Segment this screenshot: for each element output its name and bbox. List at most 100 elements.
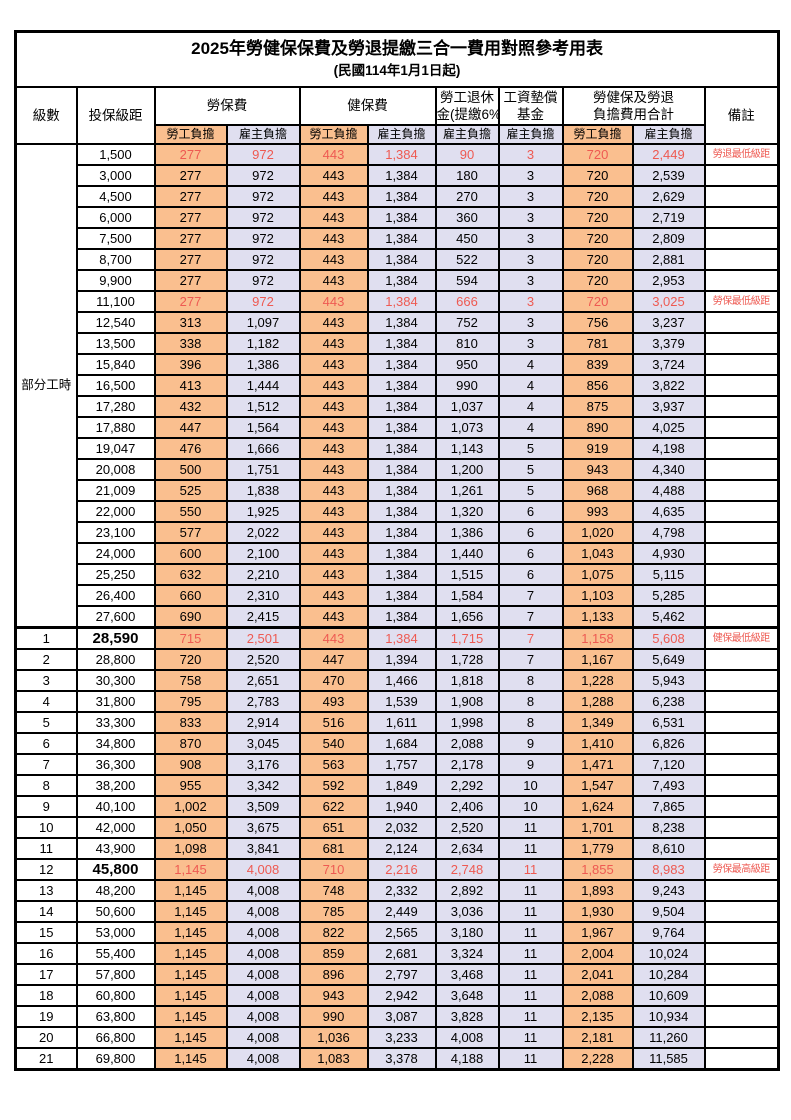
cell-total-employer: 2,719 (631, 205, 706, 229)
cell-wage-fund-employer: 6 (497, 562, 564, 586)
cell-labor-employee: 632 (153, 562, 228, 586)
cell-insured-bracket: 57,800 (75, 962, 156, 986)
cell-wage-fund-employer: 11 (497, 899, 564, 923)
cell-total-employee: 1,075 (561, 562, 634, 586)
cell-insured-bracket: 34,800 (75, 731, 156, 755)
cell-insured-bracket: 6,000 (75, 205, 156, 229)
table-row: 20 66,800 1,145 4,008 1,036 3,233 4,008 11 2,181… (14, 1025, 780, 1049)
cell-health-employee: 443 (298, 625, 369, 650)
cell-insured-bracket: 40,100 (75, 794, 156, 818)
cell-health-employer: 2,449 (366, 899, 437, 923)
subheader-health-employer: 雇主負擔 (366, 123, 437, 145)
cell-remark (703, 647, 780, 671)
cell-pension-employer: 1,261 (434, 478, 500, 502)
cell-labor-employer: 972 (225, 142, 301, 166)
cell-remark (703, 604, 780, 628)
cell-insured-bracket: 66,800 (75, 1025, 156, 1049)
cell-insured-bracket: 13,500 (75, 331, 156, 355)
cell-health-employee: 447 (298, 647, 369, 671)
cell-total-employer: 7,865 (631, 794, 706, 818)
header-pension-line2: 金(提繳6%) (436, 106, 497, 122)
cell-wage-fund-employer: 5 (497, 478, 564, 502)
cell-pension-employer: 1,818 (434, 668, 500, 692)
cell-total-employee: 1,228 (561, 668, 634, 692)
cell-wage-fund-employer: 3 (497, 226, 564, 250)
cell-labor-employer: 972 (225, 268, 301, 292)
cell-wage-fund-employer: 5 (497, 436, 564, 460)
cell-health-employee: 443 (298, 268, 369, 292)
cell-pension-employer: 2,634 (434, 836, 500, 860)
cell-wage-fund-employer: 11 (497, 941, 564, 965)
cell-labor-employer: 1,925 (225, 499, 301, 523)
cell-wage-fund-employer: 3 (497, 184, 564, 208)
cell-insured-bracket: 69,800 (75, 1046, 156, 1070)
cell-wage-fund-employer: 8 (497, 689, 564, 713)
cell-total-employer: 11,260 (631, 1025, 706, 1049)
table-row: 4,500 277 972 443 1,384 270 3 720 2,629 (16, 184, 780, 208)
cell-health-employer: 1,384 (366, 436, 437, 460)
subheader-labor-employee: 勞工負擔 (153, 123, 228, 145)
cell-health-employer: 1,684 (366, 731, 437, 755)
cell-health-employee: 443 (298, 499, 369, 523)
cell-pension-employer: 2,892 (434, 878, 500, 902)
table-row: 15 53,000 1,145 4,008 822 2,565 3,180 11 1,967 9,… (14, 920, 780, 944)
cell-total-employee: 1,288 (561, 689, 634, 713)
cell-health-employer: 1,384 (366, 394, 437, 418)
header-bracket: 投保級距 (75, 85, 156, 145)
cell-insured-bracket: 48,200 (75, 878, 156, 902)
cell-total-employee: 720 (561, 289, 634, 313)
cell-health-employer: 1,384 (366, 205, 437, 229)
table-row: 12,540 313 1,097 443 1,384 752 3 756 3,237 (16, 310, 780, 334)
cell-total-employee: 1,349 (561, 710, 634, 734)
cell-labor-employee: 690 (153, 604, 228, 628)
cell-pension-employer: 666 (434, 289, 500, 313)
cell-wage-fund-employer: 11 (497, 815, 564, 839)
cell-labor-employee: 413 (153, 373, 228, 397)
cell-health-employer: 1,611 (366, 710, 437, 734)
cell-level: 8 (14, 773, 78, 797)
cell-total-employer: 2,629 (631, 184, 706, 208)
cell-labor-employee: 600 (153, 541, 228, 565)
cell-labor-employee: 720 (153, 647, 228, 671)
cell-remark (703, 268, 780, 292)
cell-labor-employer: 972 (225, 289, 301, 313)
cell-labor-employee: 1,145 (153, 962, 228, 986)
cell-health-employer: 1,384 (366, 268, 437, 292)
cell-labor-employer: 1,751 (225, 457, 301, 481)
cell-wage-fund-employer: 6 (497, 499, 564, 523)
cell-level: 17 (14, 962, 78, 986)
header-labor-insurance: 勞保費 (153, 85, 301, 126)
header-total: 勞健保及勞退 負擔費用合計 (561, 85, 706, 126)
cell-pension-employer: 2,292 (434, 773, 500, 797)
cell-health-employer: 1,384 (366, 604, 437, 628)
cell-health-employer: 1,849 (366, 773, 437, 797)
cell-total-employer: 2,953 (631, 268, 706, 292)
cell-pension-employer: 1,656 (434, 604, 500, 628)
cell-insured-bracket: 15,840 (75, 352, 156, 376)
cell-total-employer: 6,826 (631, 731, 706, 755)
cell-health-employee: 443 (298, 142, 369, 166)
cell-total-employer: 5,608 (631, 625, 706, 650)
cell-insured-bracket: 20,008 (75, 457, 156, 481)
cell-total-employee: 2,004 (561, 941, 634, 965)
cell-labor-employer: 2,783 (225, 689, 301, 713)
cell-labor-employee: 277 (153, 184, 228, 208)
cell-labor-employer: 4,008 (225, 962, 301, 986)
cell-total-employer: 5,462 (631, 604, 706, 628)
cell-pension-employer: 1,584 (434, 583, 500, 607)
cell-health-employee: 943 (298, 983, 369, 1007)
cell-level: 3 (14, 668, 78, 692)
cell-total-employer: 8,238 (631, 815, 706, 839)
cell-total-employer: 2,539 (631, 163, 706, 187)
cell-health-employer: 2,124 (366, 836, 437, 860)
cell-wage-fund-employer: 10 (497, 794, 564, 818)
cell-total-employer: 8,610 (631, 836, 706, 860)
cell-labor-employee: 525 (153, 478, 228, 502)
cell-labor-employer: 4,008 (225, 1046, 301, 1070)
cell-total-employer: 10,024 (631, 941, 706, 965)
cell-total-employee: 1,133 (561, 604, 634, 628)
cell-health-employer: 1,384 (366, 289, 437, 313)
cell-total-employee: 756 (561, 310, 634, 334)
table-row: 11 43,900 1,098 3,841 681 2,124 2,634 11 1,779 8,… (14, 836, 780, 860)
cell-wage-fund-employer: 9 (497, 731, 564, 755)
